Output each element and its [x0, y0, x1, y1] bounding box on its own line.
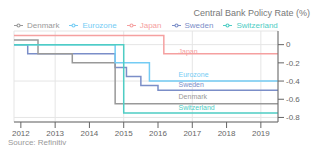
- svg-text:Denmark: Denmark: [179, 93, 208, 100]
- html-text:Central Bank Policy Rate (%): Central Bank Policy Rate (%): [193, 8, 310, 18]
- html-text:Source: Refinitiv: Source: Refinitiv: [8, 138, 67, 147]
- svg-text:Sweden: Sweden: [179, 81, 204, 88]
- svg-text:2018: 2018: [218, 129, 236, 138]
- svg-text:2019: 2019: [252, 129, 270, 138]
- svg-text:-0.2: -0.2: [286, 59, 300, 68]
- svg-text:Eurozone: Eurozone: [179, 71, 209, 78]
- html-text:Eurozone: Eurozone: [82, 21, 117, 30]
- svg-text:2017: 2017: [183, 129, 201, 138]
- svg-text:Japan: Japan: [179, 48, 198, 56]
- svg-text:Switzerland: Switzerland: [179, 104, 215, 111]
- svg-text:2016: 2016: [149, 129, 167, 138]
- html-text:Sweden: Sweden: [184, 21, 214, 30]
- html-text:Denmark: Denmark: [27, 21, 60, 30]
- svg-text:2015: 2015: [115, 129, 133, 138]
- html-text:Japan: Japan: [139, 21, 162, 30]
- svg-text:-0.8: -0.8: [286, 113, 300, 122]
- svg-text:0: 0: [286, 40, 291, 49]
- svg-text:2014: 2014: [81, 129, 99, 138]
- svg-text:2012: 2012: [12, 129, 30, 138]
- svg-text:-0.4: -0.4: [286, 77, 300, 86]
- svg-text:-0.6: -0.6: [286, 95, 300, 104]
- svg-text:2013: 2013: [46, 129, 64, 138]
- html-text:Switzerland: Switzerland: [236, 21, 278, 30]
